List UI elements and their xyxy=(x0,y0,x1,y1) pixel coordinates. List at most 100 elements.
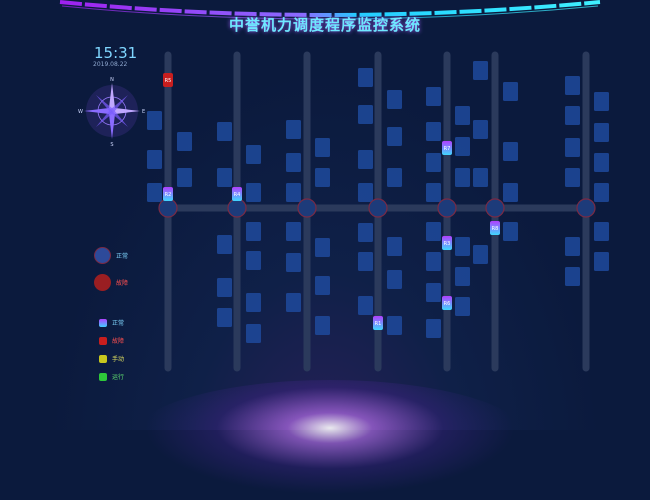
shelf-slot[interactable] xyxy=(286,120,301,139)
shelf-slot[interactable] xyxy=(426,283,441,302)
shelf-slot[interactable] xyxy=(455,237,470,256)
junction-node[interactable] xyxy=(227,198,247,218)
shelf-slot[interactable] xyxy=(455,137,470,156)
shelf-slot[interactable] xyxy=(473,245,488,264)
robot-r8[interactable] xyxy=(490,221,500,235)
compass-w: W xyxy=(78,109,83,115)
junction-node[interactable] xyxy=(297,198,317,218)
shelf-slot[interactable] xyxy=(387,127,402,146)
shelf-slot[interactable] xyxy=(358,183,373,202)
shelf-slot[interactable] xyxy=(286,253,301,272)
robot-r3[interactable] xyxy=(442,236,452,250)
shelf-slot[interactable] xyxy=(177,168,192,187)
shelf-slot[interactable] xyxy=(315,276,330,295)
shelf-slot[interactable] xyxy=(594,123,609,142)
shelf-slot[interactable] xyxy=(503,183,518,202)
shelf-slot[interactable] xyxy=(594,92,609,111)
shelf-slot[interactable] xyxy=(426,183,441,202)
shelf-slot[interactable] xyxy=(315,168,330,187)
robot-r1[interactable] xyxy=(373,316,383,330)
shelf-slot[interactable] xyxy=(358,223,373,242)
shelf-slot[interactable] xyxy=(177,132,192,151)
shelf-slot[interactable] xyxy=(358,252,373,271)
legend-robot-fault: 故障 xyxy=(99,336,124,345)
shelf-slot[interactable] xyxy=(503,82,518,101)
shelf-slot[interactable] xyxy=(426,153,441,172)
shelf-slot[interactable] xyxy=(426,252,441,271)
shelf-slot[interactable] xyxy=(565,237,580,256)
shelf-slot[interactable] xyxy=(387,168,402,187)
shelf-slot[interactable] xyxy=(503,142,518,161)
shelf-slot[interactable] xyxy=(315,238,330,257)
robot-label: R5 xyxy=(165,78,172,84)
robot-r7[interactable] xyxy=(442,141,452,155)
shelf-slot[interactable] xyxy=(358,68,373,87)
shelf-slot[interactable] xyxy=(473,61,488,80)
junction-node[interactable] xyxy=(437,198,457,218)
shelf-slot[interactable] xyxy=(358,150,373,169)
legend-robot-normal: 正常 xyxy=(99,318,124,327)
shelf-slot[interactable] xyxy=(358,296,373,315)
shelf-slot[interactable] xyxy=(246,145,261,164)
shelf-slot[interactable] xyxy=(147,150,162,169)
header-bar xyxy=(59,0,601,20)
legend-node-normal: 正常 xyxy=(94,247,128,264)
shelf-slot[interactable] xyxy=(286,153,301,172)
shelf-slot[interactable] xyxy=(217,235,232,254)
legend-robot-manual: 手动 xyxy=(99,354,124,363)
junction-node[interactable] xyxy=(485,198,505,218)
shelf-slot[interactable] xyxy=(594,183,609,202)
shelf-slot[interactable] xyxy=(503,222,518,241)
shelf-slot[interactable] xyxy=(358,105,373,124)
shelf-slot[interactable] xyxy=(594,252,609,271)
shelf-slot[interactable] xyxy=(217,278,232,297)
shelf-slot[interactable] xyxy=(426,122,441,141)
shelf-slot[interactable] xyxy=(147,183,162,202)
shelf-slot[interactable] xyxy=(565,267,580,286)
shelf-slot[interactable] xyxy=(426,319,441,338)
compass-n: N xyxy=(110,77,114,83)
shelf-slot[interactable] xyxy=(387,90,402,109)
shelf-slot[interactable] xyxy=(426,87,441,106)
shelf-slot[interactable] xyxy=(594,222,609,241)
shelf-slot[interactable] xyxy=(455,297,470,316)
robot-r2[interactable] xyxy=(163,187,173,201)
robot-r6[interactable] xyxy=(442,296,452,310)
warehouse-map: R5 R2 R4 R7 R3 R8 R6 R1 xyxy=(147,51,609,372)
shelf-slot[interactable] xyxy=(246,293,261,312)
shelf-slot[interactable] xyxy=(473,120,488,139)
shelf-slot[interactable] xyxy=(286,183,301,202)
shelf-slot[interactable] xyxy=(387,270,402,289)
shelf-slot[interactable] xyxy=(565,76,580,95)
shelf-slot[interactable] xyxy=(565,106,580,125)
shelf-slot[interactable] xyxy=(217,122,232,141)
shelf-slot[interactable] xyxy=(565,138,580,157)
shelf-slot[interactable] xyxy=(473,168,488,187)
shelf-slot[interactable] xyxy=(387,237,402,256)
shelf-slot[interactable] xyxy=(286,222,301,241)
shelf-slot[interactable] xyxy=(455,267,470,286)
shelf-slot[interactable] xyxy=(246,183,261,202)
shelf-slot[interactable] xyxy=(217,308,232,327)
background xyxy=(0,0,650,430)
shelf-slot[interactable] xyxy=(217,168,232,187)
shelf-slot[interactable] xyxy=(387,316,402,335)
shelf-slot[interactable] xyxy=(147,111,162,130)
shelf-slot[interactable] xyxy=(315,316,330,335)
shelf-slot[interactable] xyxy=(246,251,261,270)
shelf-slot[interactable] xyxy=(594,153,609,172)
shelf-slot[interactable] xyxy=(246,324,261,343)
junction-node[interactable] xyxy=(576,198,596,218)
shelf-slot[interactable] xyxy=(246,222,261,241)
shelf-slot[interactable] xyxy=(426,222,441,241)
shelf-slot[interactable] xyxy=(455,106,470,125)
shelf-slot[interactable] xyxy=(455,168,470,187)
junction-node[interactable] xyxy=(368,198,388,218)
robot-label: R2 xyxy=(165,192,172,198)
robot-r4[interactable] xyxy=(232,187,242,201)
shelf-slot[interactable] xyxy=(315,138,330,157)
shelf-slot[interactable] xyxy=(565,168,580,187)
robot-r5[interactable] xyxy=(163,73,173,87)
junction-node[interactable] xyxy=(158,198,178,218)
shelf-slot[interactable] xyxy=(286,293,301,312)
